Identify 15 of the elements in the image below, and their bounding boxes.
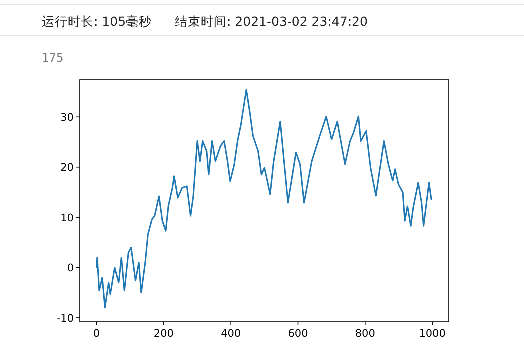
- y-tick-label: -10: [56, 312, 74, 325]
- x-tick-label: 400: [221, 328, 242, 340]
- x-tick-label: 800: [355, 328, 376, 340]
- x-tick-label: 0: [93, 328, 100, 340]
- y-tick-label: 30: [60, 112, 74, 124]
- x-tick-label: 1000: [419, 328, 446, 340]
- x-tick-label: 200: [154, 328, 174, 340]
- text: 结束时间: 2021-03-02 23:47:20: [175, 14, 368, 29]
- x-tick-label: 600: [288, 328, 308, 340]
- text: 运行时长: 105毫秒: [42, 14, 152, 29]
- y-tick-label: 20: [60, 162, 74, 174]
- y-tick-label: 10: [60, 212, 74, 224]
- line-series: [96, 89, 432, 309]
- text: 175: [42, 51, 64, 65]
- y-tick-label: 0: [67, 262, 74, 275]
